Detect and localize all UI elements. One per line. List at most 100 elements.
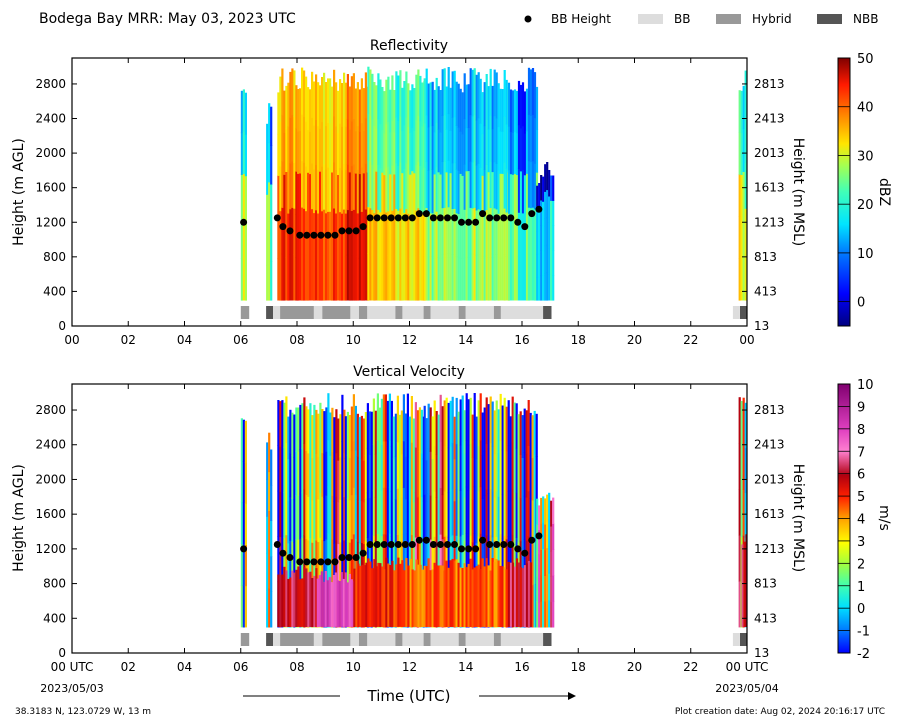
field-cell [297,131,300,174]
bb-type-segment [358,633,368,646]
field-cell [509,89,513,133]
field-cell [542,250,545,276]
y-right-tick-label: 1613 [754,507,785,521]
field-cell [481,216,484,259]
field-cell [439,441,442,489]
field-cell [740,216,743,259]
field-cell [429,169,432,214]
figure-title: Bodega Bay MRR: May 03, 2023 UTC [39,11,296,27]
field-cell [385,256,388,301]
field-cell [338,581,341,627]
bb-type-segment [350,633,359,646]
field-cell [390,446,393,492]
x-tick-label: 04 [177,333,192,347]
field-cell [329,78,332,124]
field-cell [313,168,316,214]
field-cell [485,254,488,301]
field-cell [443,400,446,447]
bb-height-point [303,231,311,239]
field-cell [384,534,387,581]
field-cell [362,460,365,503]
bb-height-point [444,541,451,548]
bb-type-segment [543,633,552,646]
field-cell [311,254,314,301]
field-cell [399,563,402,627]
field-cell [443,253,446,301]
field-cell [529,498,532,542]
field-cell [538,183,541,207]
field-cell [303,535,306,582]
field-cell [309,173,312,217]
field-cell [503,70,506,117]
field-cell [439,565,442,627]
field-cell [435,497,438,542]
field-cell [548,573,551,601]
field-cell [529,253,533,301]
field-cell [281,490,284,537]
field-cell [389,131,392,175]
field-cell [509,416,512,459]
x-tick-label: 08 [289,333,304,347]
field-cell [431,500,434,544]
field-cell [742,214,745,258]
field-cell [546,574,549,601]
field-cell [471,69,474,117]
field-cell [392,500,395,544]
field-cell [469,161,472,208]
field-cell [380,490,383,537]
y-right-tick-label: 2413 [754,438,785,452]
field-cell [307,129,310,173]
x-tick-label: 12 [402,660,417,674]
field-cell [408,500,411,544]
field-cell [321,409,324,454]
field-cell [497,452,500,497]
field-cell [515,90,519,134]
field-cell [499,173,502,216]
legend-label: Hybrid [752,12,792,26]
field-cell [461,568,464,627]
field-cell [431,569,434,627]
field-cell [415,209,418,256]
field-cell [497,169,500,214]
field-cell [513,402,516,448]
field-cell [363,565,366,627]
field-cell [427,448,430,494]
field-cell [455,256,458,301]
field-cell [323,497,326,542]
field-cell [483,539,486,584]
field-cell [371,254,374,301]
field-cell [511,562,515,627]
field-cell [435,122,438,168]
field-cell [469,443,472,490]
field-cell [352,118,355,165]
y-right-tick-label: 2413 [754,112,785,126]
field-cell [519,171,523,215]
field-cell [399,70,402,117]
field-cell [525,257,529,301]
field-cell [343,409,346,454]
field-cell [423,538,426,584]
field-cell [497,496,500,541]
field-cell [383,174,386,217]
field-cell [416,496,419,541]
field-cell [373,169,376,214]
field-cell [515,492,518,538]
y-right-tick-label: 1213 [754,215,785,229]
field-cell [287,542,290,586]
bb-height-point [273,541,281,548]
field-cell [381,129,384,173]
field-cell [517,562,521,627]
field-cell [515,558,519,627]
field-cell [475,209,478,256]
bb-height-point [352,227,360,235]
field-cell [289,453,292,498]
field-cell [358,543,361,586]
field-cell [268,181,271,222]
field-cell [370,411,373,456]
field-cell [327,393,330,441]
field-cell [354,494,357,539]
field-cell [465,567,468,627]
field-cell [447,206,450,254]
field-cell [495,209,498,255]
field-cell [410,534,413,582]
